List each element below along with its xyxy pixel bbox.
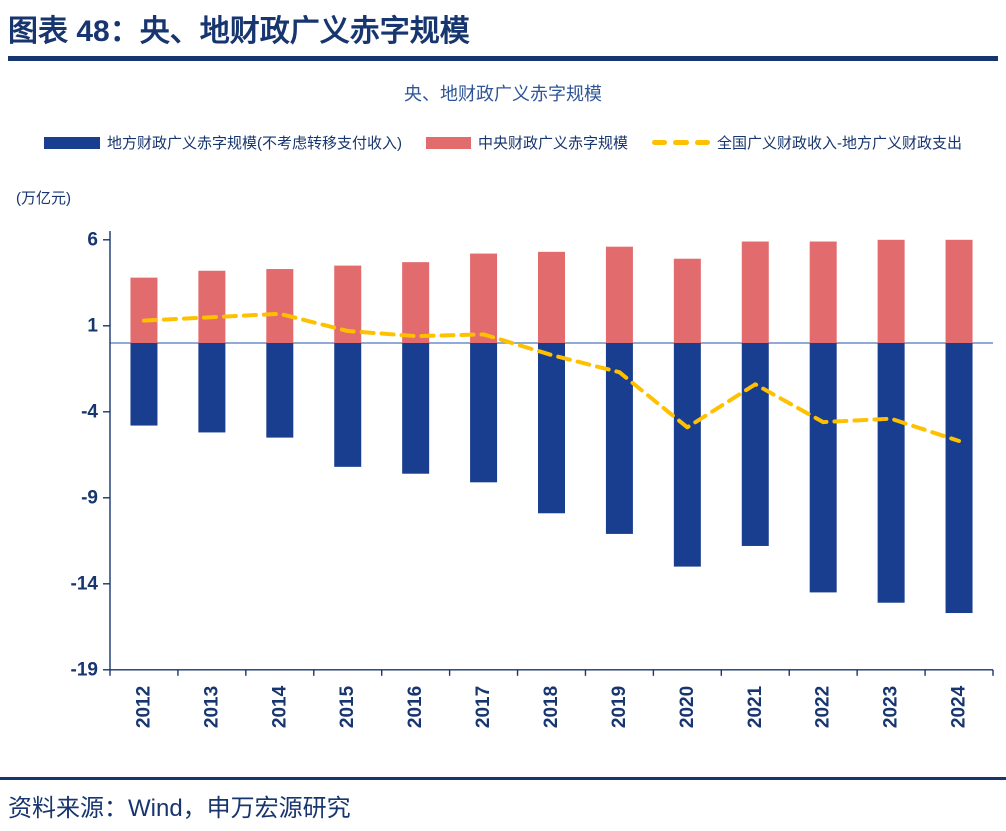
bar-central-2020 [673,258,701,343]
x-tick-label-2014: 2014 [269,685,290,728]
bar-central-2022 [809,241,837,343]
bar-local-2018 [538,343,565,514]
bar-series-local [130,343,973,614]
bar-central-2019 [605,246,633,343]
chart-title: 央、地财政广义赤字规模 [404,84,602,104]
legend-item-national-balance: 全国广义财政收入-地方广义财政支出 [652,132,962,153]
x-tick-label-2015: 2015 [337,685,358,728]
dash-segment [673,140,689,145]
chart-legend: 地方财政广义赤字规模(不考虑转移支付收入) 中央财政广义赤字规模 全国广义财政收… [0,132,1006,153]
x-tick-label-2013: 2013 [201,686,222,728]
bar-central-2012 [130,277,158,343]
bar-local-2021 [741,343,769,546]
legend-label-central-deficit: 中央财政广义赤字规模 [477,135,628,152]
y-tick-label: -14 [71,573,99,594]
legend-swatch-dashed-line [652,140,710,145]
source-attribution: 资料来源：Wind，申万宏源研究 [8,795,351,822]
chart-area: 6 1 -4 -9 -14 -19 2012 2013 2014 2015 2016 2017 2018… [0,215,1006,760]
bar-local-2022 [809,343,837,593]
x-tick-label-2023: 2023 [881,686,902,728]
chart-canvas: 6 1 -4 -9 -14 -19 2012 2013 2014 2015 2016 2017 2018… [71,229,994,728]
line-national-balance [142,311,961,443]
y-axis: 6 1 -4 -9 -14 -19 [71,229,111,680]
bar-central-2021 [741,241,769,343]
bar-local-2023 [877,343,905,603]
y-tick-label: 6 [87,229,98,250]
bar-central-2024 [945,239,973,343]
dash-segment [652,140,668,145]
x-tick-label-2024: 2024 [949,685,970,728]
x-tick-label-2021: 2021 [745,685,766,728]
bar-central-2017 [470,253,498,343]
bar-local-2016 [402,343,430,474]
legend-swatch-red-bar [425,136,471,149]
bar-local-2015 [334,343,362,467]
bar-central-2014 [266,269,294,343]
x-axis: 2012 2013 2014 2015 2016 2017 2018 2019 2020 2021… [109,669,994,728]
x-tick-label-2022: 2022 [813,686,834,728]
x-tick-label-2018: 2018 [541,686,562,728]
legend-label-national-balance: 全国广义财政收入-地方广义财政支出 [717,135,962,152]
x-tick-label-2016: 2016 [405,686,426,728]
legend-item-local-deficit: 地方财政广义赤字规模(不考虑转移支付收入) [43,132,402,153]
bar-local-2012 [130,343,158,426]
bar-series-central [130,239,973,343]
x-tick-label-2019: 2019 [609,686,630,728]
bar-local-2013 [198,343,226,433]
legend-item-central-deficit: 中央财政广义赤字规模 [425,132,628,153]
footer-divider [0,777,1006,780]
y-axis-unit-label: (万亿元) [16,190,71,207]
legend-label-local-deficit: 地方财政广义赤字规模(不考虑转移支付收入) [106,135,402,152]
dash-segment [694,140,710,145]
figure-caption: 图表 48：央、地财政广义赤字规模 [8,15,470,48]
bar-local-2024 [945,343,973,614]
x-tick-label-2020: 2020 [677,686,698,728]
x-tick-label-2017: 2017 [473,686,494,728]
y-tick-label: -9 [81,487,98,508]
y-tick-label: -19 [71,659,98,680]
bar-central-2013 [198,270,226,343]
bar-central-2018 [538,251,565,343]
x-tick-label-2012: 2012 [133,686,154,728]
y-tick-label: -4 [81,401,98,422]
bar-local-2017 [470,343,498,483]
bar-local-2014 [266,343,294,438]
bar-central-2023 [877,239,905,343]
bar-central-2016 [402,262,430,343]
caption-divider [8,56,998,61]
y-tick-label: 1 [87,315,98,336]
bar-local-2019 [605,343,633,534]
legend-swatch-blue-bar [43,136,100,149]
bar-local-2020 [673,343,701,567]
